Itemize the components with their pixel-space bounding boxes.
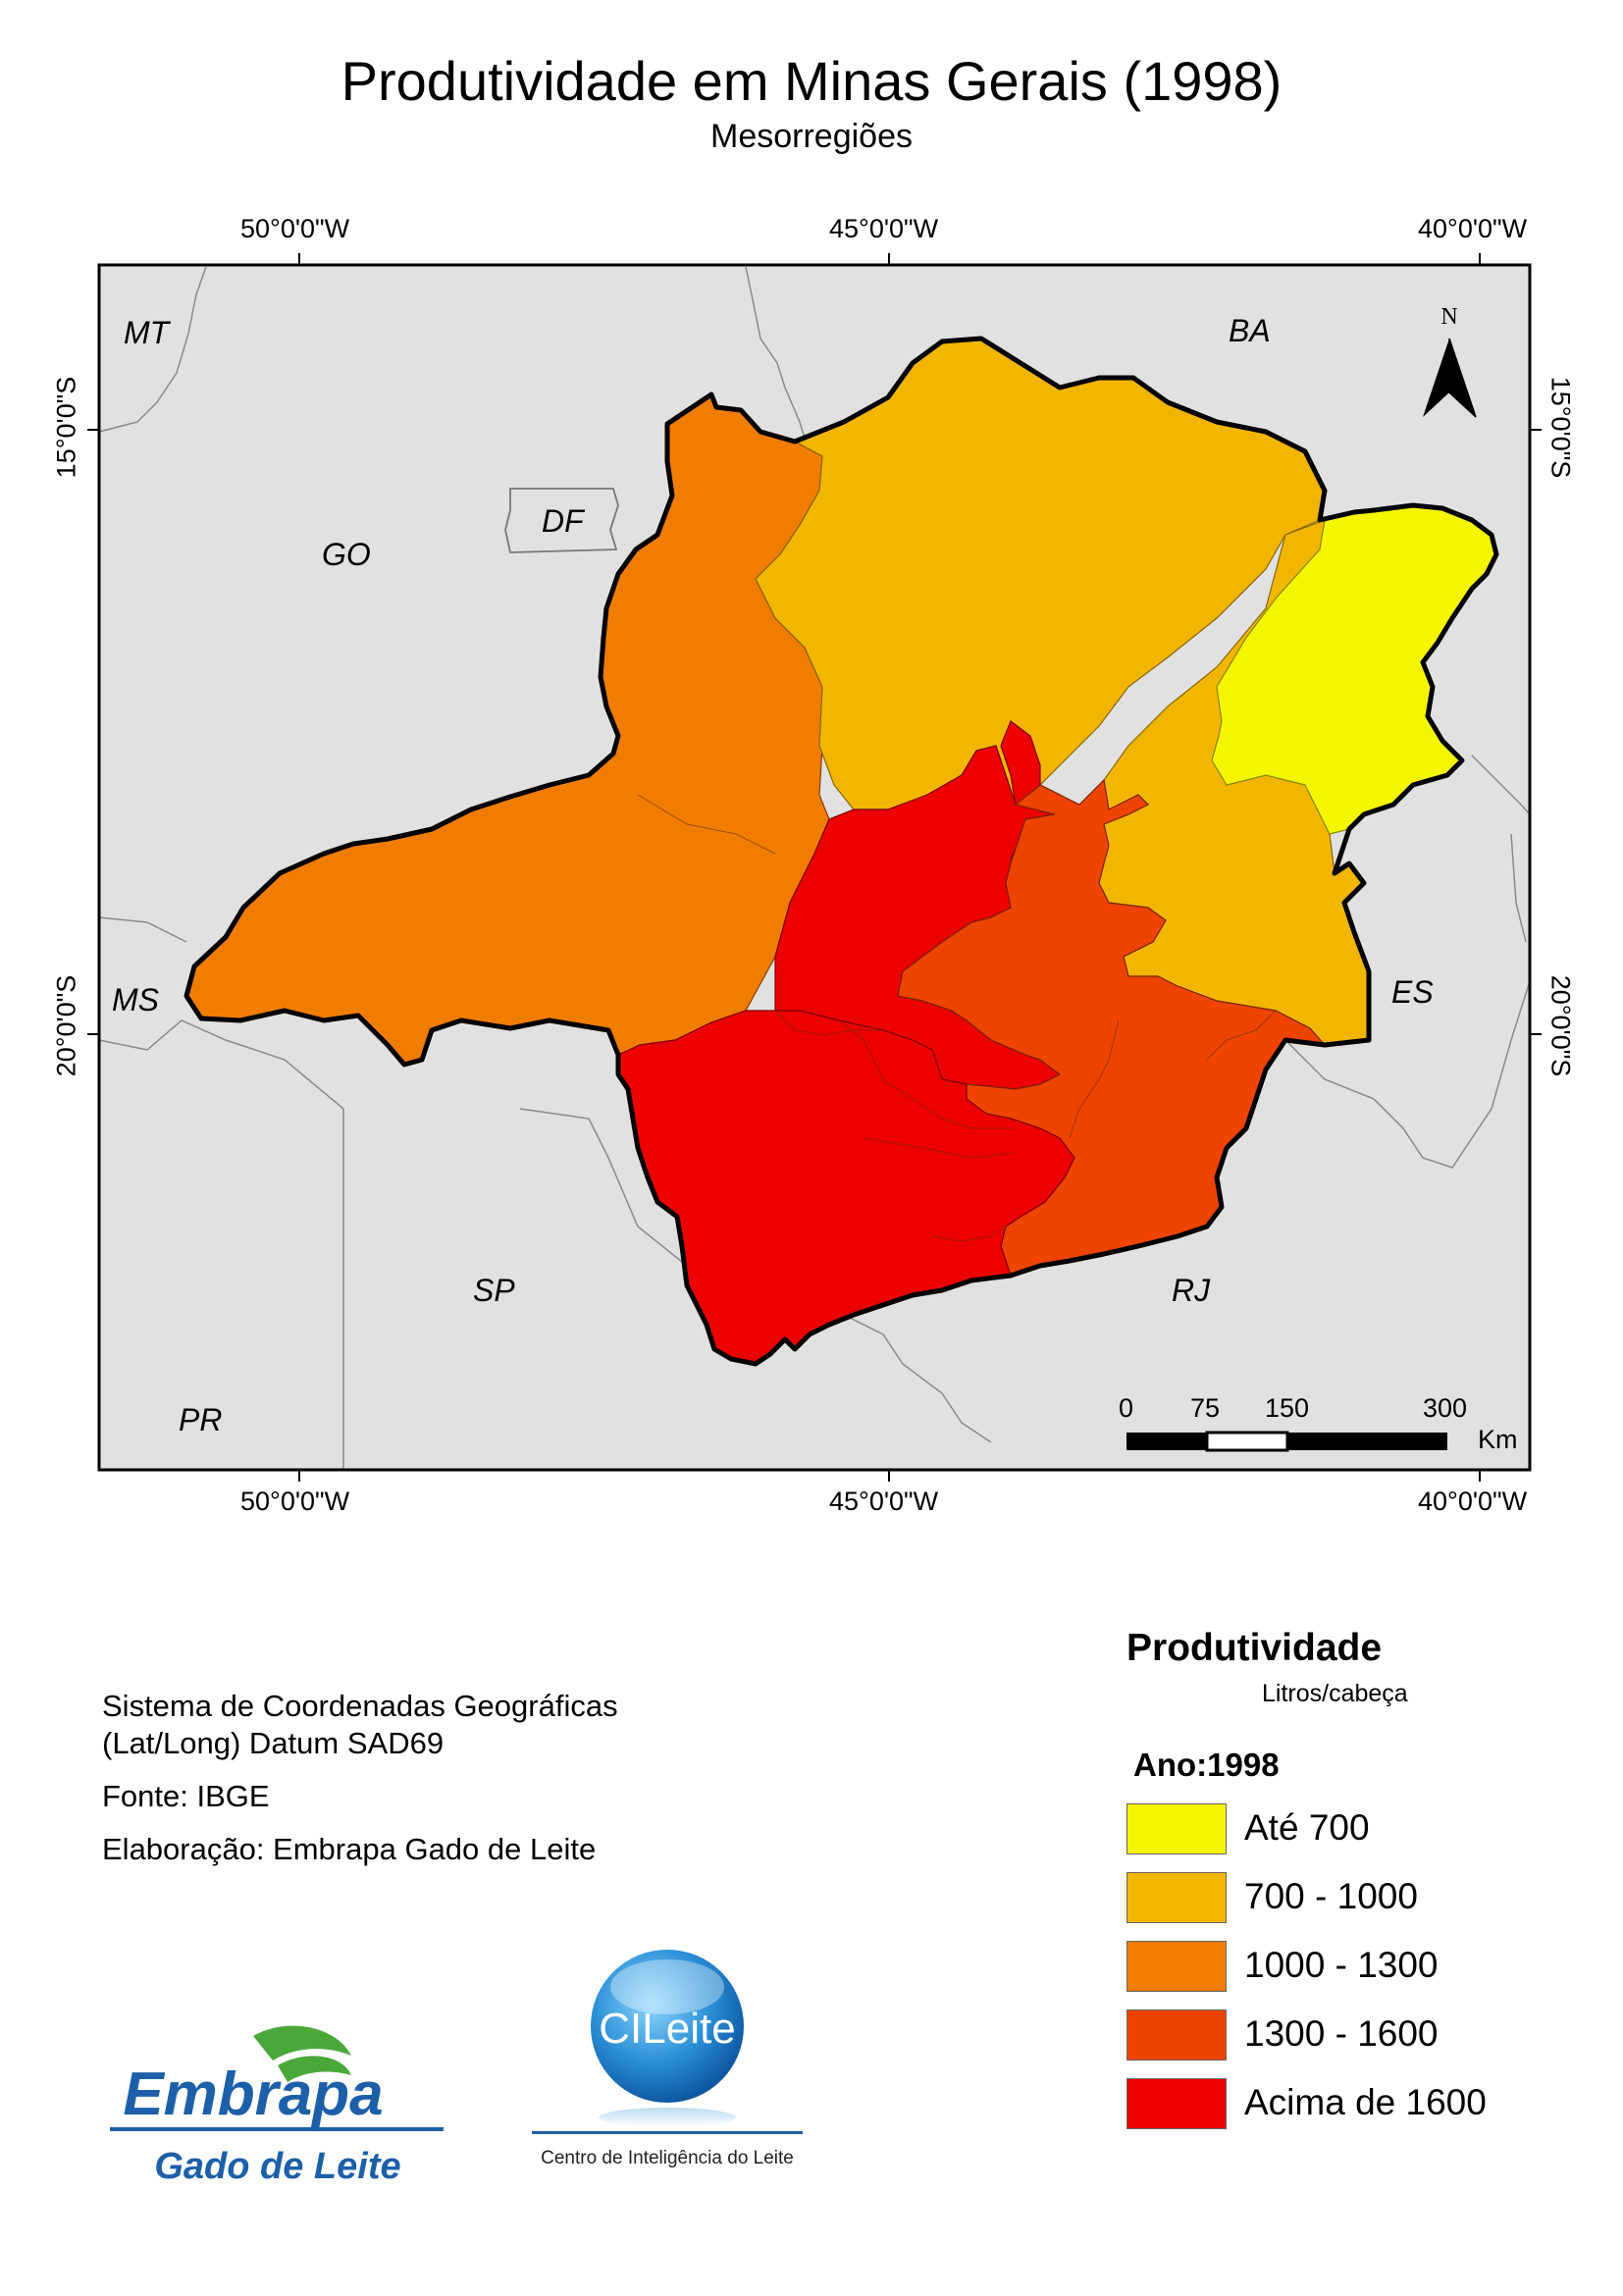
- cileite-name: CILeite: [599, 2005, 735, 2053]
- state-label-ms: MS: [112, 982, 159, 1018]
- scale-seg-1: [1126, 1433, 1207, 1450]
- state-label-ba: BA: [1229, 313, 1271, 348]
- cileite-sub: Centro de Inteligência do Leite: [541, 2148, 794, 2168]
- coord-top-50w: 50°0'0"W: [240, 214, 350, 243]
- scale-tick-150: 150: [1265, 1393, 1310, 1423]
- scale-tick-0: 0: [1119, 1393, 1134, 1423]
- scale-bar: [1126, 1431, 1447, 1452]
- minas-gerais-outline: [183, 336, 1499, 1367]
- coord-bottom-45w: 45°0'0"W: [829, 1487, 939, 1516]
- legend-title: Produtividade: [1126, 1627, 1383, 1669]
- state-label-sp: SP: [473, 1273, 515, 1308]
- north-arrow-right-fill: [1449, 339, 1476, 417]
- map-frame: MT BA DF GO MS ES SP RJ PR N: [87, 253, 1542, 1482]
- embrapa-name: Embrapa: [123, 2061, 383, 2128]
- legend-label: 700 - 1000: [1244, 1876, 1418, 1916]
- coord-top-40w: 40°0'0"W: [1418, 214, 1528, 243]
- state-label-es: ES: [1391, 974, 1434, 1010]
- legend-year: Ano:1998: [1133, 1747, 1280, 1783]
- scale-tick-75: 75: [1190, 1393, 1221, 1423]
- map-subtitle: Mesorregiões: [710, 118, 913, 155]
- north-arrow-label: N: [1440, 304, 1457, 330]
- embrapa-logo: Embrapa Gado de Leite: [106, 2021, 459, 2188]
- coord-bottom-50w: 50°0'0"W: [240, 1487, 350, 1516]
- legend-label: 1300 - 1600: [1244, 2013, 1439, 2054]
- state-label-go: GO: [322, 537, 371, 572]
- coord-top-45w: 45°0'0"W: [829, 214, 939, 243]
- mesoregion-boundaries: [637, 794, 1277, 1242]
- embrapa-sub: Gado de Leite: [154, 2146, 400, 2187]
- scale-tick-300: 300: [1423, 1393, 1468, 1423]
- north-arrow-left: [1423, 339, 1449, 417]
- coord-system-line1: Sistema de Coordenadas Geográficas: [102, 1689, 618, 1723]
- coord-system-line2: (Lat/Long) Datum SAD69: [102, 1726, 445, 1760]
- map-border: [97, 263, 1532, 1472]
- graticule-ticks: [87, 253, 1542, 1482]
- scale-unit: Km: [1478, 1425, 1518, 1454]
- state-label-pr: PR: [179, 1402, 222, 1437]
- legend-swatch: [1126, 1803, 1227, 1854]
- scale-seg-3: [1287, 1433, 1447, 1450]
- cileite-logo: CILeite Centro de Inteligência do Leite: [532, 1950, 803, 2168]
- legend-swatch: [1126, 2078, 1227, 2129]
- state-label-df: DF: [542, 503, 586, 539]
- df-outline: [504, 488, 619, 553]
- source-text: Fonte: IBGE: [102, 1779, 270, 1813]
- north-arrow: N: [1423, 304, 1477, 418]
- legend-swatch: [1126, 2009, 1227, 2061]
- state-label-mt: MT: [124, 315, 172, 350]
- legend-swatch: [1126, 1941, 1227, 1992]
- elaboration-text: Elaboração: Embrapa Gado de Leite: [102, 1832, 597, 1866]
- legend-label: 1000 - 1300: [1244, 1945, 1439, 1985]
- legend-unit: Litros/cabeça: [1262, 1680, 1408, 1707]
- legend-label: Acima de 1600: [1244, 2082, 1487, 2122]
- map-title: Produtividade em Minas Gerais (1998): [340, 50, 1283, 112]
- state-label-rj: RJ: [1172, 1273, 1211, 1308]
- legend-swatch: [1126, 1872, 1227, 1923]
- legend-label: Até 700: [1244, 1807, 1370, 1848]
- scale-seg-2: [1205, 1431, 1289, 1452]
- info-block: Sistema de Coordenadas Geográficas (Lat/…: [102, 1688, 618, 1868]
- coord-bottom-40w: 40°0'0"W: [1418, 1487, 1528, 1516]
